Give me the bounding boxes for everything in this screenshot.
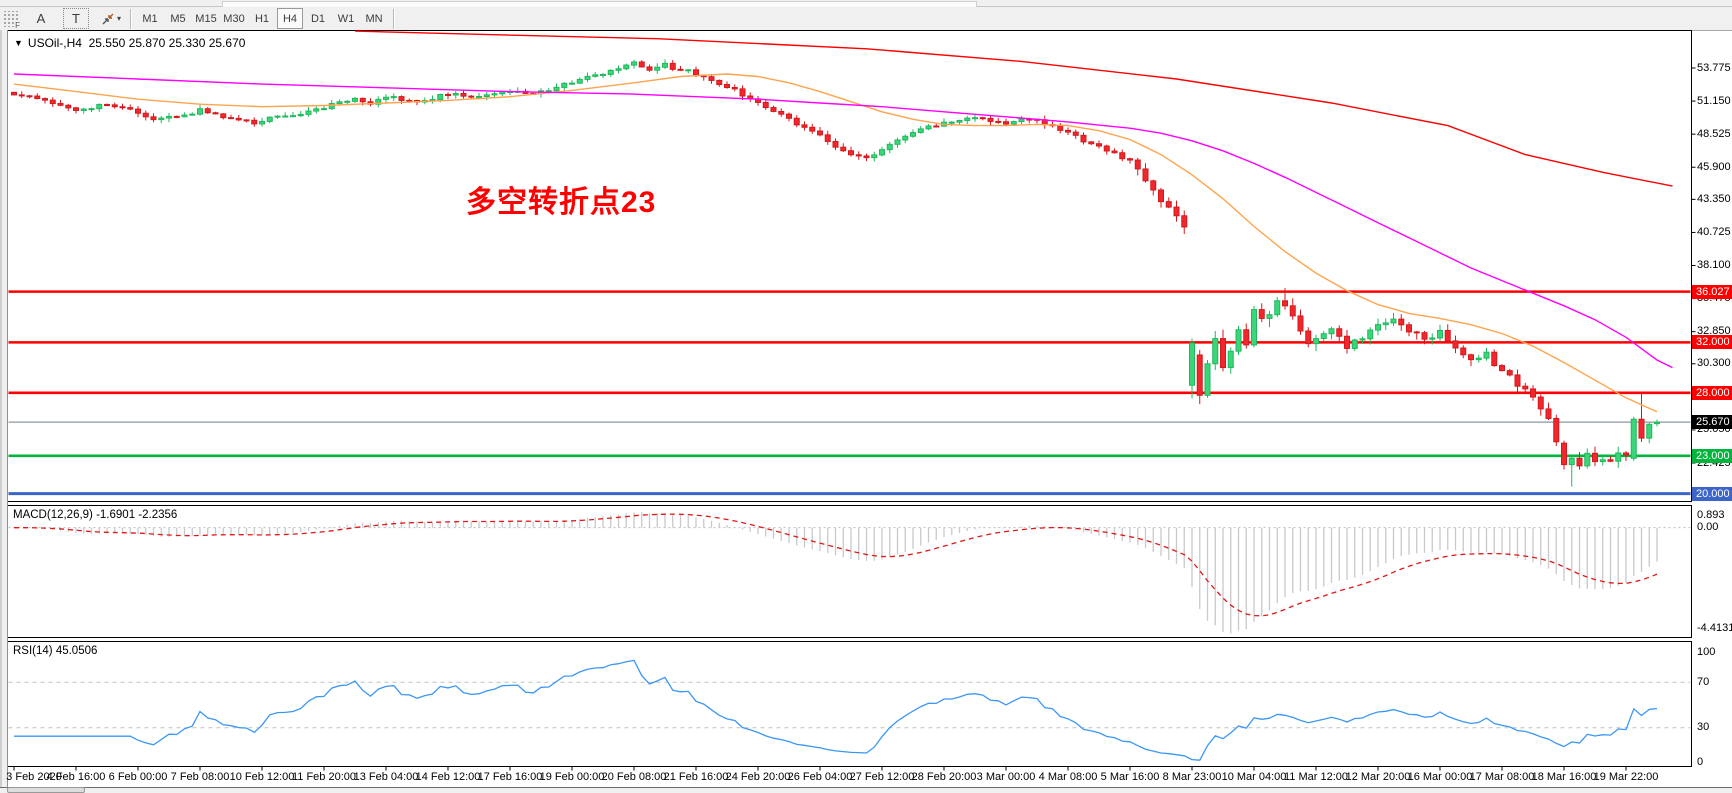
horizontal-lines[interactable] [8,290,1691,496]
time-axis-label: 27 Feb 12:00 [849,771,915,783]
time-axis-label: 19 Mar 22:00 [1593,771,1659,783]
time-axis-label: 20 Feb 08:00 [601,771,667,783]
time-axis-label: 11 Mar 12:00 [1283,771,1349,783]
price-tick-label: 53.775 [1697,61,1731,74]
candlestick-series [11,59,1660,487]
time-axis-label: 18 Mar 16:00 [1531,771,1597,783]
panel-borders [7,30,1692,767]
price-badge-20.000: 20.000 [1692,486,1732,501]
timeframe-button-m30[interactable]: M30 [223,12,245,25]
ma-slow-red [354,30,1673,187]
shapes-arrows-glyph [102,13,114,24]
time-axis-label: 14 Feb 12:00 [415,771,481,783]
ma-mid-magenta [13,73,1673,369]
ma-fast-orange [13,73,1658,413]
rsi-scale-70: 70 [1697,675,1710,688]
price-tick-label: 30.300 [1697,357,1731,370]
timeframe-group: M1 M5 M15 M30 H1 H4 D1 W1 MN [136,8,388,29]
timeframe-button-m5[interactable]: M5 [170,12,186,25]
price-tick-label: 32.850 [1697,325,1731,338]
price-tick-label: 45.900 [1697,160,1731,173]
symbol-period-label: USOil-,H4 [27,36,82,50]
time-axis-label: 11 Feb 20:00 [291,771,357,783]
timeframe-button-d1[interactable]: D1 [310,12,326,25]
dropdown-caret-icon: ▾ [116,14,121,23]
chart-title: ▼ USOil-,H4 25.550 25.870 25.330 25.670 [14,36,245,50]
price-tick-label: 51.150 [1697,94,1731,107]
rsi-indicator-label: RSI(14) 45.0506 [13,645,98,657]
time-axis-label: 5 Mar 16:00 [1100,771,1160,783]
time-axis-label: 16 Mar 00:00 [1407,771,1473,783]
toolbar-separator [393,8,394,29]
rsi-scale-30: 30 [1697,721,1710,734]
time-axis-label: 10 Mar 04:00 [1221,771,1287,783]
ohlc-values: 25.550 25.870 25.330 25.670 [88,36,246,50]
axis-tick-marks [13,67,1696,771]
timeframe-button-m1[interactable]: M1 [142,12,158,25]
time-axis-label: 12 Mar 20:00 [1345,771,1411,783]
time-axis-label: 19 Feb 00:00 [539,771,605,783]
horizontal-scrollbar[interactable] [0,787,1732,793]
macd-scale-max: 0.893 [1697,508,1725,521]
price-badge-23.000: 23.000 [1692,448,1732,463]
rsi-scale-0: 0 [1697,755,1704,768]
price-badge-32.000: 32.000 [1692,335,1732,350]
timeframe-button-mn[interactable]: MN [365,12,383,25]
price-tick-label: 43.350 [1697,192,1731,205]
window-top-strip [0,0,1732,7]
macd-histogram [8,512,1691,634]
time-axis-label: 7 Feb 08:00 [170,771,230,783]
macd-scale-zero: 0.00 [1697,520,1719,533]
macd-signal-line [14,513,1658,617]
toolbar-separator [130,8,131,29]
toolbar-recess [222,1,977,7]
time-axis-label: 3 Mar 00:00 [976,771,1036,783]
price-badge-25.670: 25.670 [1692,415,1732,430]
macd-scale-min: -4.4131 [1697,621,1732,634]
dotted-grid-f-icon[interactable]: F [2,10,20,30]
timeframe-button-h4[interactable]: H4 [277,8,303,29]
timeframe-button-h1[interactable]: H1 [254,12,270,25]
macd-indicator-label: MACD(12,26,9) -1.6901 -2.2356 [13,509,178,521]
time-axis-label: 17 Mar 08:00 [1469,771,1535,783]
time-axis-label: 4 Mar 08:00 [1038,771,1098,783]
time-axis-label: 3 Feb 2020 [6,771,62,783]
time-axis-label: 21 Feb 16:00 [663,771,729,783]
text-tool-icon[interactable]: T [63,8,89,29]
letter-a-icon[interactable]: A [36,11,46,26]
time-axis-label: 26 Feb 04:00 [787,771,853,783]
rsi-line [14,659,1658,761]
time-axis-label: 4 Feb 16:00 [46,771,106,783]
scrollbar-thumb[interactable] [7,787,85,793]
price-tick-label: 40.725 [1697,225,1731,238]
timeframe-button-m15[interactable]: M15 [195,12,217,25]
time-axis-label: 17 Feb 16:00 [477,771,543,783]
price-badge-28.000: 28.000 [1692,385,1732,400]
time-axis-label: 13 Feb 04:00 [353,771,419,783]
time-axis-label: 10 Feb 12:00 [229,771,295,783]
time-axis-label: 28 Feb 20:00 [911,771,977,783]
shapes-dropdown-icon[interactable]: ▾ [98,8,124,29]
price-tick-label: 38.100 [1697,259,1731,271]
left-window-edge [0,30,8,787]
price-badge-36.027: 36.027 [1692,284,1732,299]
timeframe-button-w1[interactable]: W1 [337,12,355,25]
rsi-panel-graphics [8,659,1691,761]
annotation-text[interactable]: 多空转折点23 [466,186,657,219]
time-axis-label: 8 Mar 23:00 [1162,771,1222,783]
rsi-scale-100: 100 [1697,645,1716,658]
time-axis-label: 24 Feb 20:00 [725,771,791,783]
time-axis-label: 6 Feb 00:00 [108,771,168,783]
collapse-triangle-icon[interactable]: ▼ [14,38,23,48]
price-tick-label: 48.525 [1697,127,1731,140]
macd-signal [14,513,1658,617]
